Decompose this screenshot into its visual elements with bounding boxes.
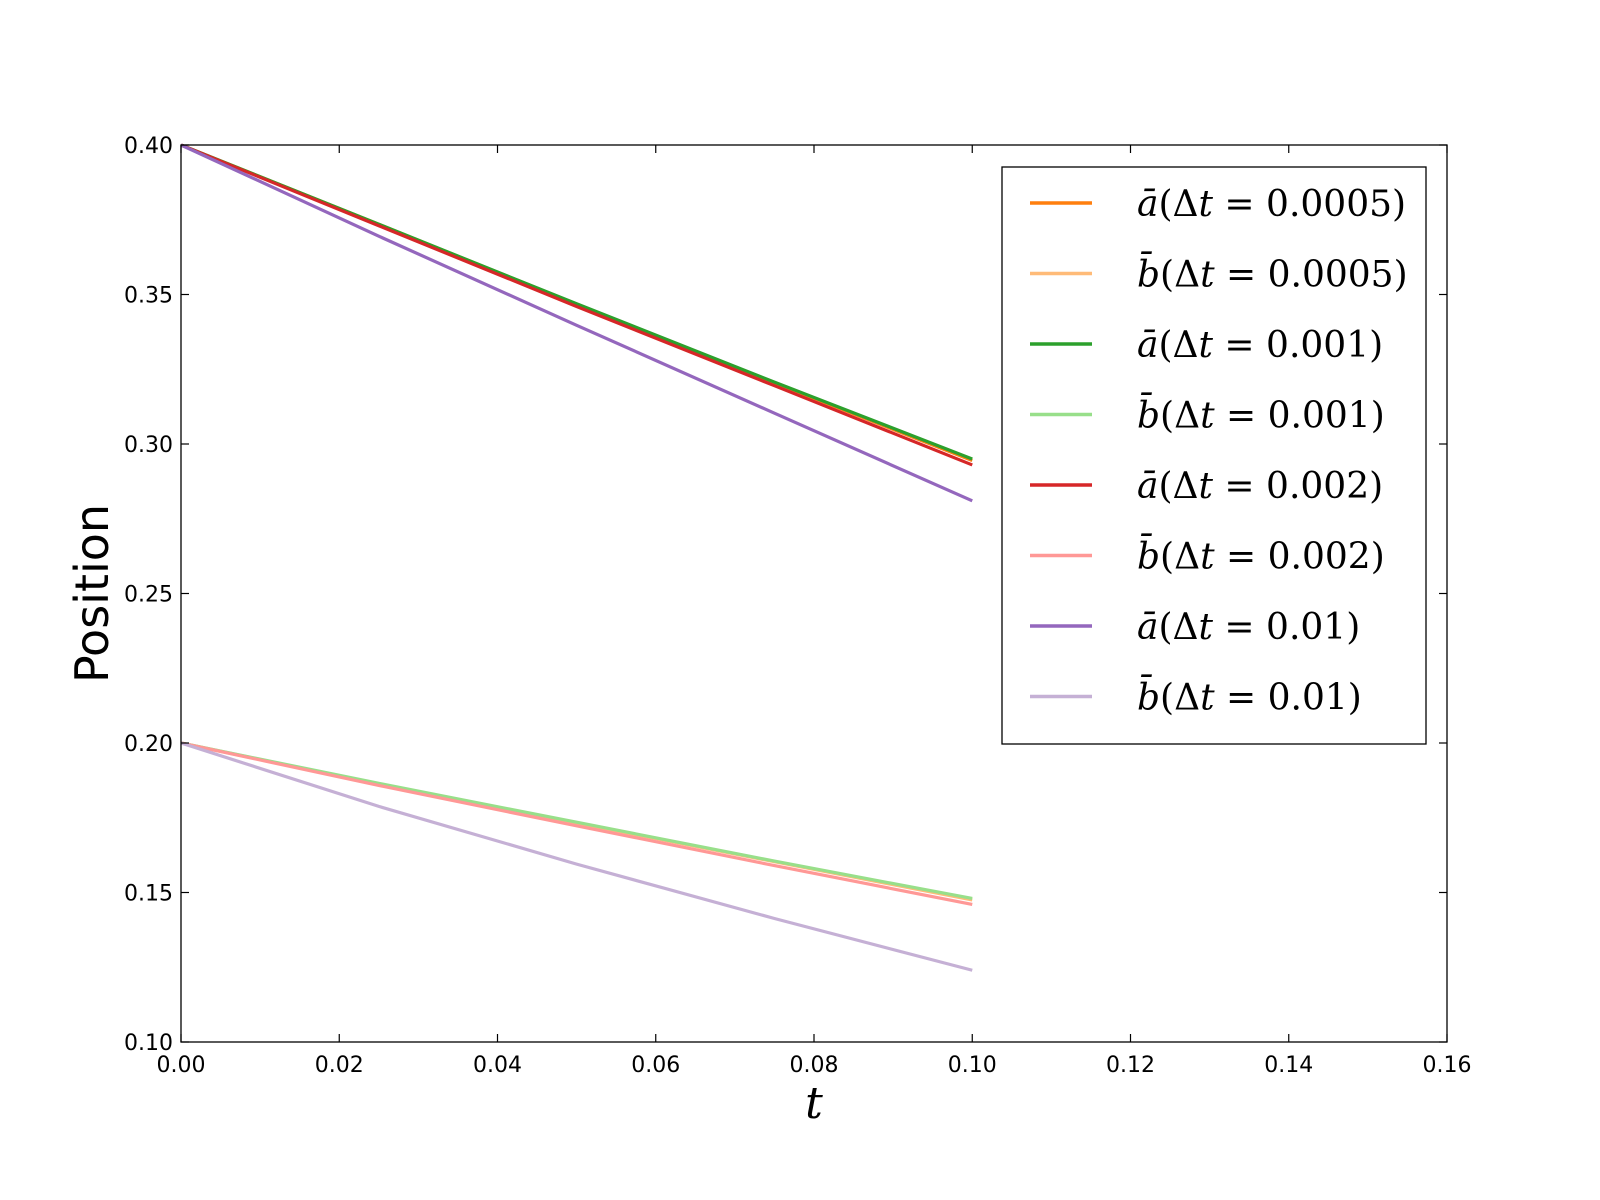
legend-var: ā xyxy=(1137,607,1158,648)
legend-box xyxy=(1001,166,1427,745)
legend-label-5: ā(Δt = 0.002) xyxy=(1137,466,1383,507)
legend-var: b̄ xyxy=(1137,675,1160,719)
axes: 0.00 0.02 0.04 0.06 0.08 0.10 0.12 0.14 0.16 0.10… xyxy=(65,134,1471,1129)
series-line-8 xyxy=(180,741,973,972)
y-tick-label: 0.25 xyxy=(124,583,173,608)
x-tick-label: 0.08 xyxy=(790,1053,839,1078)
x-tick-label: 0.00 xyxy=(157,1053,206,1078)
x-tick-label: 0.06 xyxy=(631,1053,680,1078)
x-tick-label: 0.12 xyxy=(1106,1053,1155,1078)
legend-dt: 0.0005 xyxy=(1268,255,1394,296)
x-tick-label: 0.16 xyxy=(1423,1053,1472,1078)
legend-label-1: ā(Δt = 0.0005) xyxy=(1137,184,1406,225)
y-tick-label: 0.35 xyxy=(124,284,173,309)
legend-var: ā xyxy=(1137,325,1158,366)
series-line-6 xyxy=(180,741,973,907)
legend-label-6: b̄(Δt = 0.002) xyxy=(1137,534,1385,578)
y-tick-label: 0.15 xyxy=(124,882,173,907)
y-tick-label: 0.10 xyxy=(124,1031,173,1056)
legend-dt: 0.002 xyxy=(1268,537,1371,578)
legend-dt: 0.01 xyxy=(1268,678,1348,719)
legend-label-7: ā(Δt = 0.01) xyxy=(1137,607,1360,648)
legend-label-8: b̄(Δt = 0.01) xyxy=(1137,675,1362,719)
legend-dt: 0.001 xyxy=(1268,396,1371,437)
y-tick-label: 0.40 xyxy=(124,134,173,159)
legend-var: b̄ xyxy=(1137,534,1160,578)
x-tick-label: 0.04 xyxy=(473,1053,522,1078)
x-tick-label: 0.10 xyxy=(948,1053,997,1078)
x-tick-label: 0.14 xyxy=(1264,1053,1313,1078)
legend-var: ā xyxy=(1137,466,1158,507)
legend: ā(Δt = 0.0005) b̄(Δt = 0.0005) ā(Δt = 0.00… xyxy=(1001,166,1427,745)
y-axis-title: Position xyxy=(65,504,119,683)
legend-dt: 0.01 xyxy=(1266,607,1346,648)
legend-label-3: ā(Δt = 0.001) xyxy=(1137,325,1383,366)
y-tick-label: 0.20 xyxy=(124,732,173,757)
legend-label-4: b̄(Δt = 0.001) xyxy=(1137,393,1385,437)
legend-dt: 0.002 xyxy=(1266,466,1369,507)
series-line-7 xyxy=(180,143,973,503)
legend-label-2: b̄(Δt = 0.0005) xyxy=(1137,252,1408,296)
x-axis-title: t xyxy=(805,1078,823,1129)
x-tick-label: 0.02 xyxy=(315,1053,364,1078)
legend-var: ā xyxy=(1137,184,1158,225)
legend-var: b̄ xyxy=(1137,393,1160,437)
legend-dt: 0.0005 xyxy=(1266,184,1392,225)
series-lines xyxy=(180,143,973,972)
series-line-5 xyxy=(180,143,973,467)
y-tick-label: 0.30 xyxy=(124,433,173,458)
legend-var: b̄ xyxy=(1137,252,1160,296)
legend-dt: 0.001 xyxy=(1266,325,1369,366)
